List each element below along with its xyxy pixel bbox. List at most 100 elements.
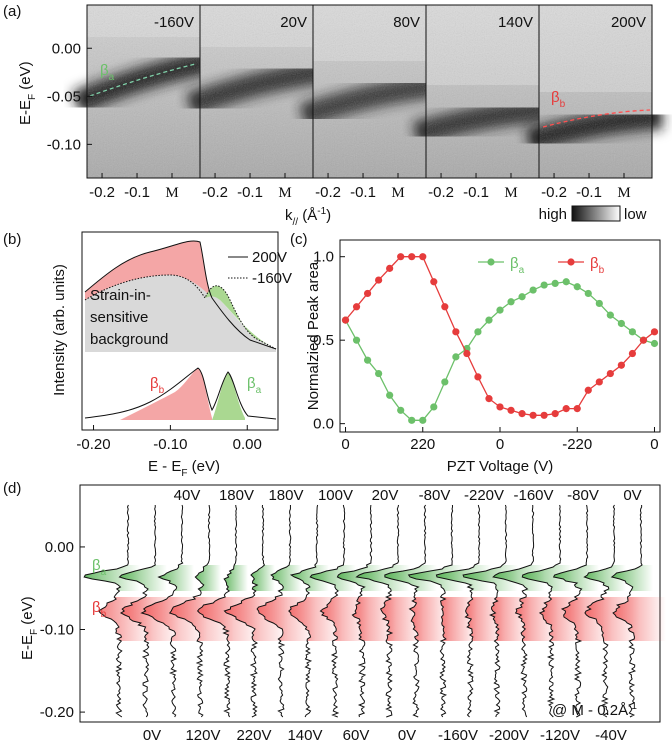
- point: [352, 303, 361, 311]
- diff-curve: [84, 367, 277, 420]
- point: [474, 328, 482, 336]
- annotation: βb: [92, 599, 107, 620]
- top-label: -220V: [464, 487, 504, 504]
- legend-label-part: β: [590, 255, 599, 272]
- point: [551, 410, 559, 418]
- x-axis-label-part: k: [285, 207, 293, 224]
- annotation-part: β: [92, 599, 101, 616]
- note-part: @ M - 0.2Å: [552, 702, 628, 719]
- x-axis-label-part: (eV): [187, 458, 220, 475]
- x-tick-label: M: [278, 185, 291, 201]
- annotation-part: a: [109, 72, 115, 83]
- bottom-label: -160V: [438, 727, 478, 744]
- point: [452, 328, 460, 336]
- legend-label-part: a: [519, 265, 525, 276]
- bottom-label: 120V: [185, 727, 220, 744]
- grain: [313, 5, 426, 178]
- peak-shade: [613, 597, 666, 641]
- image-panel: [525, 5, 663, 178]
- bottom-label: 0V: [398, 727, 416, 744]
- y-axis-label-part: (eV): [17, 61, 34, 94]
- spectrum-curve: [336, 504, 373, 718]
- y-tick-label: 1.0: [313, 249, 334, 266]
- point: [606, 311, 614, 319]
- plot-frame: [81, 231, 279, 431]
- peak-shade: [310, 565, 356, 591]
- x-tick-label: -0.1: [463, 184, 489, 201]
- peak-shade: [250, 565, 275, 591]
- point: [430, 278, 438, 286]
- x-axis-label-part: //: [293, 217, 299, 228]
- x-tick-label: -0.1: [576, 184, 602, 201]
- top-label: 180V: [268, 487, 303, 504]
- point: [386, 391, 394, 399]
- point: [375, 369, 383, 378]
- peak-label: βb: [150, 375, 165, 396]
- point: [540, 411, 548, 419]
- spectrum-curve: [552, 504, 589, 718]
- image-panel: [72, 5, 213, 178]
- legend-label: βb: [590, 255, 605, 276]
- point: [507, 298, 515, 306]
- point: [573, 283, 581, 291]
- point: [441, 378, 449, 386]
- point: [363, 289, 372, 298]
- y-tick-label: 0.00: [45, 539, 74, 556]
- point: [463, 349, 471, 358]
- point: [408, 416, 416, 424]
- point: [584, 289, 592, 298]
- annotation-part: β: [100, 62, 109, 79]
- point: [595, 378, 603, 386]
- peak-label: βa: [247, 375, 262, 396]
- y-tick-label: 0.00: [52, 40, 81, 57]
- peak-shade: [584, 565, 626, 591]
- point: [617, 319, 625, 328]
- annotation: Strain-in-: [90, 287, 151, 304]
- x-tick-label: -220: [562, 436, 592, 453]
- x-tick-label: -0.20: [76, 436, 110, 453]
- point: [606, 369, 614, 378]
- panel-label: (b): [3, 231, 21, 248]
- y-tick-label: -0.05: [47, 88, 81, 105]
- x-axis-label-part: -1: [317, 206, 326, 217]
- grain: [200, 5, 313, 178]
- x-tick-label: 220: [410, 436, 435, 453]
- peak-shade: [436, 565, 491, 591]
- spectrum-curve: [521, 504, 562, 718]
- peak-shade: [409, 597, 450, 641]
- annotation-part: a: [101, 567, 107, 578]
- annotation-part: b: [101, 609, 107, 620]
- point: [441, 303, 449, 311]
- x-tick-label: -0.2: [89, 184, 115, 201]
- series-line: [344, 281, 655, 421]
- image-panel: [412, 5, 550, 178]
- panel-frame: [538, 4, 653, 179]
- y-tick-label: 0.0: [313, 416, 334, 433]
- beta-a-area: [205, 285, 276, 349]
- colorbar-low: low: [624, 206, 647, 223]
- point: [518, 410, 526, 418]
- x-axis-label-part: E - E: [148, 458, 181, 475]
- point: [650, 328, 659, 336]
- y-axis-label-part: E-E: [19, 635, 36, 660]
- annotation-part: b: [560, 99, 566, 110]
- bottom-label: 0V: [143, 727, 161, 744]
- colorbar-high: high: [539, 206, 567, 223]
- point: [386, 264, 394, 272]
- top-label: 40V: [174, 487, 201, 504]
- peak-label-part: a: [256, 385, 262, 396]
- spectrum-curve: [462, 504, 508, 718]
- y-axis-label: Normalzied Peak area: [305, 261, 322, 410]
- annotation: βa: [92, 557, 107, 578]
- y-tick-label: -0.20: [40, 704, 74, 721]
- top-label: 100V: [318, 487, 353, 504]
- spectrum-curve: [583, 504, 616, 718]
- point: [419, 416, 427, 424]
- point: [562, 278, 570, 286]
- panel-voltage: 200V: [611, 14, 646, 31]
- panel-label: (c): [290, 231, 308, 248]
- spectrum-curve: [492, 504, 535, 718]
- point: [562, 405, 570, 413]
- spectrum-curve: [384, 504, 427, 718]
